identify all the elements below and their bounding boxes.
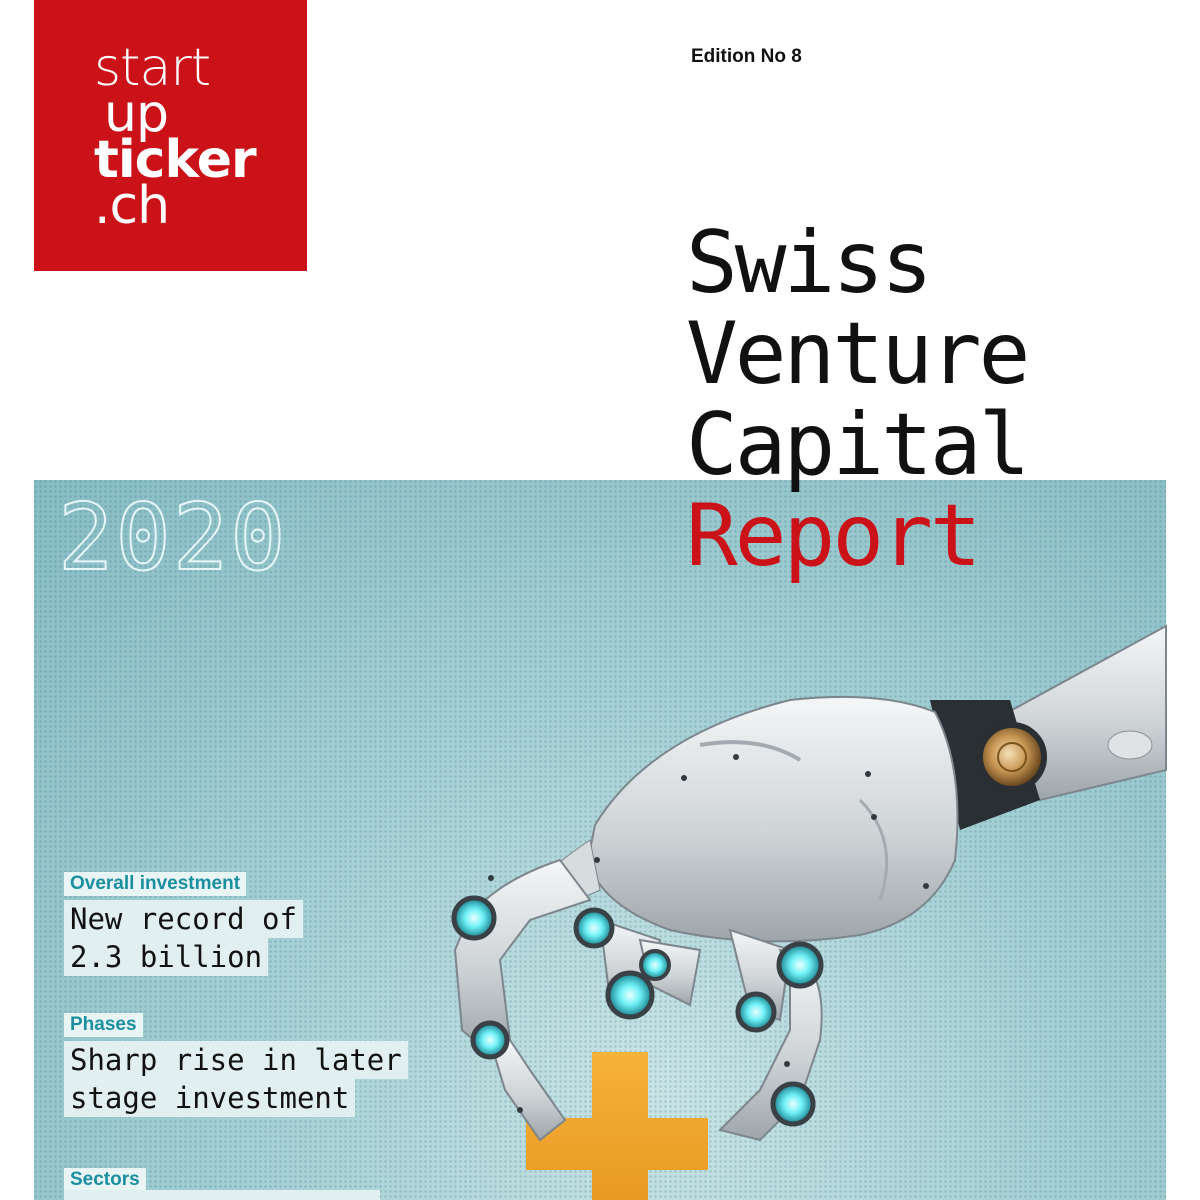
robot-forearm	[930, 624, 1167, 830]
edition-label: Edition No 8	[691, 46, 802, 67]
highlight-headline-overall-investment: New record of 2.3 billion	[64, 900, 303, 976]
report-year: 2020	[57, 484, 288, 591]
headline-line: 2.3 billion	[64, 938, 269, 976]
logo-line-ticker: ticker	[94, 130, 257, 190]
report-title: Swiss Venture Capital Report	[686, 213, 1030, 586]
highlight-tag-phases: Phases	[64, 1013, 143, 1037]
robot-palm	[539, 695, 959, 943]
headline-line: New record of	[64, 900, 303, 938]
glowing-joints	[451, 895, 824, 1127]
headline-line: stage investment	[64, 1079, 356, 1117]
title-line-venture: Venture	[686, 304, 1030, 404]
startupticker-logo[interactable]: start up ticker .ch	[34, 0, 307, 271]
title-line-swiss: Swiss	[686, 213, 933, 313]
logo-line-up: up	[104, 84, 169, 144]
swiss-cross-shape	[526, 1052, 708, 1200]
highlight-headline-phases: Sharp rise in later stage investment	[64, 1041, 408, 1117]
highlight-tag-overall-investment: Overall investment	[64, 872, 247, 896]
logo-line-ch: .ch	[94, 176, 170, 236]
highlight-tag-sectors: Sectors	[64, 1168, 146, 1192]
sectors-headline-strip	[64, 1190, 380, 1200]
logo-line-start: start	[94, 38, 211, 98]
title-line-capital: Capital	[686, 395, 1030, 495]
headline-line: Sharp rise in later	[64, 1041, 408, 1079]
robot-screws	[488, 754, 929, 1113]
title-line-report: Report	[686, 486, 982, 586]
